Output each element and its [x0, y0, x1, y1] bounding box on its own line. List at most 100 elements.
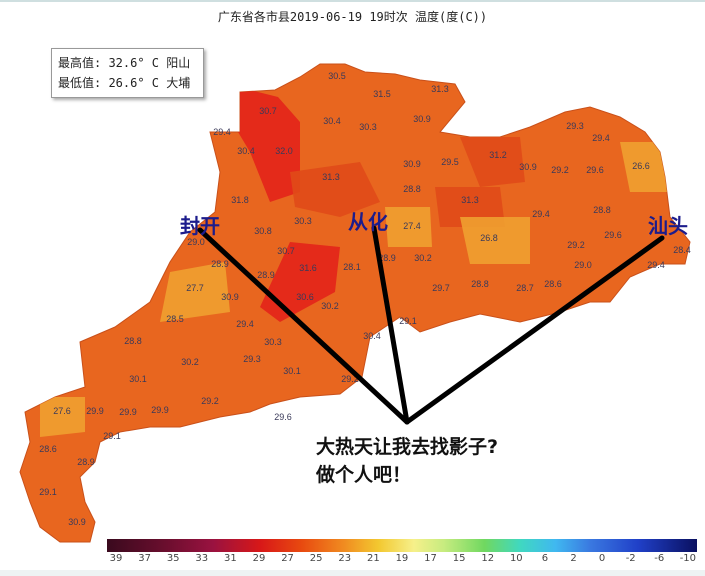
station-value: 29.9 — [119, 407, 137, 417]
extremes-box: 最高值: 32.6° C 阳山 最低值: 26.6° C 大埔 — [51, 48, 204, 98]
color-scale-tick: -6 — [654, 553, 665, 564]
station-value: 30.2 — [181, 357, 199, 367]
station-value: 26.8 — [480, 233, 498, 243]
color-scale-tick: 23 — [338, 553, 352, 564]
station-value: 29.9 — [151, 405, 169, 415]
region-yunfu — [160, 262, 230, 322]
station-value: 31.6 — [299, 263, 317, 273]
region-zijin — [460, 217, 530, 264]
station-value: 29.3 — [243, 354, 261, 364]
pointer-line-shantou — [404, 235, 665, 425]
station-value: 28.8 — [403, 184, 421, 194]
color-scale-tick: 31 — [224, 553, 237, 564]
station-value: 29.4 — [592, 133, 610, 143]
station-value: 29.0 — [187, 237, 205, 247]
color-scale-tick: 10 — [509, 553, 523, 564]
station-value: 28.9 — [77, 457, 95, 467]
map-title: 广东省各市县2019-06-19 19时次 温度(度(C)) — [217, 10, 488, 24]
color-scale-tick: 19 — [395, 553, 409, 564]
station-value: 28.1 — [343, 262, 361, 272]
color-scale-tick: -2 — [625, 553, 636, 564]
color-scale-tick: 15 — [452, 553, 466, 564]
min-value: 最低值: 26.6° C 大埔 — [58, 76, 191, 90]
max-value: 最高值: 32.6° C 阳山 — [58, 56, 191, 70]
station-value: 28.6 — [544, 279, 562, 289]
station-value: 31.3 — [322, 172, 340, 182]
label-conghua: 从化 — [348, 210, 388, 234]
color-scale-tick: -10 — [679, 553, 697, 564]
station-value: 30.4 — [237, 146, 255, 156]
station-value: 30.3 — [359, 122, 377, 132]
color-scale-tick: 21 — [366, 553, 380, 564]
station-value: 30.9 — [403, 159, 421, 169]
station-value: 29.4 — [236, 319, 254, 329]
station-value: 31.2 — [489, 150, 507, 160]
region-lianjiang — [40, 397, 85, 437]
label-fengkai: 封开 — [180, 214, 220, 238]
region-dabu — [620, 142, 668, 192]
station-value: 27.7 — [186, 283, 204, 293]
color-scale-labels: 39 37 35 33 31 29 27 25 23 21 19 17 15 12 10 6 2 0 -2 -6 -10 — [107, 553, 697, 564]
station-value: 30.3 — [294, 216, 312, 226]
station-value: 29.6 — [604, 230, 622, 240]
station-value: 30.4 — [363, 331, 381, 341]
station-value: 30.2 — [321, 301, 339, 311]
station-value: 29.4 — [647, 260, 665, 270]
station-value: 30.7 — [277, 246, 295, 256]
station-value: 30.9 — [221, 292, 239, 302]
region-hot-east — [460, 137, 525, 187]
station-value: 27.4 — [403, 221, 421, 231]
color-scale-tick: 12 — [481, 553, 495, 564]
station-value: 29.2 — [201, 396, 219, 406]
caption-line-2: 做个人吧！ — [316, 464, 412, 486]
station-value: 29.1 — [399, 316, 417, 326]
station-value: 29.4 — [213, 127, 231, 137]
station-value: 28.9 — [378, 253, 396, 263]
station-value: 29.7 — [432, 283, 450, 293]
station-value: 28.5 — [166, 314, 184, 324]
pointer-line-conghua — [371, 225, 410, 425]
station-value: 29.1 — [103, 431, 121, 441]
station-value: 30.5 — [328, 71, 346, 81]
color-scale-tick: 29 — [252, 553, 266, 564]
station-value: 29.4 — [532, 209, 550, 219]
station-value: 32.0 — [275, 146, 293, 156]
pointer-line-fengkai — [197, 227, 410, 425]
station-value: 28.7 — [516, 283, 534, 293]
station-value: 28.8 — [124, 336, 142, 346]
station-value: 29.5 — [441, 157, 459, 167]
station-value: 31.3 — [461, 195, 479, 205]
region-yangshan — [232, 87, 300, 202]
color-scale-tick: 17 — [424, 553, 437, 564]
color-scale-bar — [107, 539, 697, 552]
station-value: 30.2 — [414, 253, 432, 263]
station-value: 28.9 — [211, 259, 229, 269]
station-value: 29.1 — [39, 487, 57, 497]
station-value: 27.6 — [53, 406, 71, 416]
color-scale-tick: 27 — [281, 553, 294, 564]
station-value: 26.6 — [632, 161, 650, 171]
station-value: 30.1 — [283, 366, 301, 376]
caption-line-1: 大热天让我去找影子? — [316, 436, 499, 458]
color-scale-tick: 6 — [541, 553, 549, 564]
station-value: 30.4 — [323, 116, 341, 126]
station-value: 30.9 — [519, 162, 537, 172]
station-value: 29.2 — [567, 240, 585, 250]
station-value: 30.3 — [264, 337, 282, 347]
station-value: 28.6 — [39, 444, 57, 454]
station-value: 29.2 — [551, 165, 569, 175]
station-value: 29.2 — [341, 374, 359, 384]
station-value: 29.6 — [586, 165, 604, 175]
region-longmen — [385, 207, 432, 247]
region-fogang — [290, 162, 380, 217]
station-value: 29.0 — [574, 260, 592, 270]
station-value: 29.3 — [566, 121, 584, 131]
station-value: 28.9 — [257, 270, 275, 280]
color-scale-tick: 25 — [309, 553, 323, 564]
color-scale-tick: 37 — [138, 553, 151, 564]
color-scale-tick: 33 — [195, 553, 209, 564]
color-scale-tick: 2 — [570, 553, 577, 564]
station-value: 28.8 — [471, 279, 489, 289]
